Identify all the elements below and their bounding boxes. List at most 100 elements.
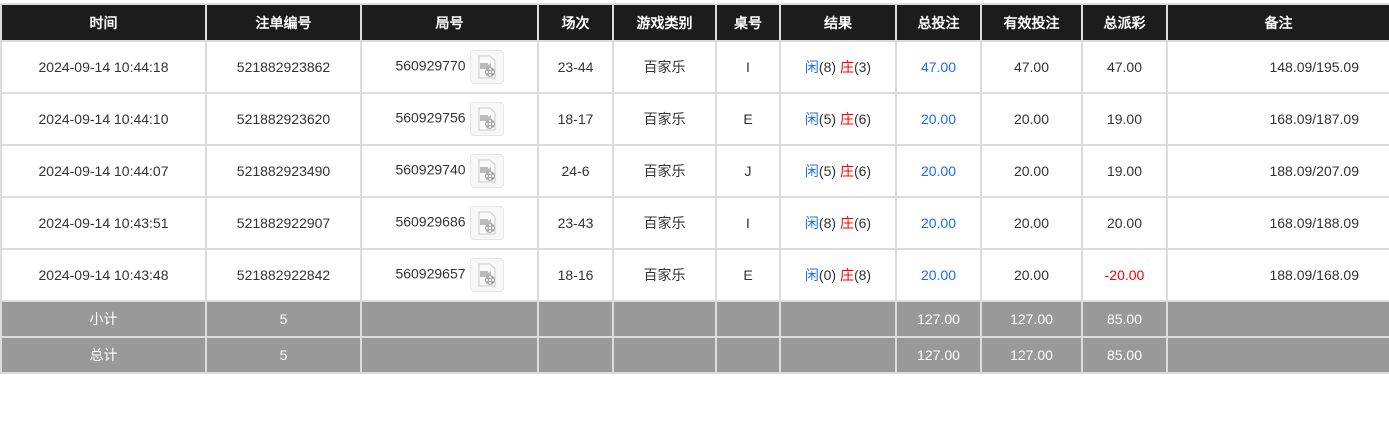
total-bet-cell: 20.00 xyxy=(895,248,982,302)
banker-score: (6) xyxy=(853,215,872,231)
time-cell: 2024-09-14 10:44:18 xyxy=(0,40,207,94)
round-number: 560929756 xyxy=(395,109,466,126)
grandtotal-row: 总计 5 127.00 127.00 85.00 xyxy=(0,336,1389,374)
header-round: 局号 xyxy=(360,3,539,42)
empty-cell xyxy=(360,336,539,374)
subtotal-payout: 85.00 xyxy=(1081,300,1168,338)
bet-id-cell: 521882922907 xyxy=(205,196,362,250)
banker-label: 庄 xyxy=(839,215,854,231)
player-label: 闲 xyxy=(804,59,819,75)
video-replay-icon[interactable] xyxy=(469,50,504,84)
note-cell: 168.09/188.09 xyxy=(1166,196,1389,250)
shoe-cell: 18-16 xyxy=(537,248,614,302)
round-number: 560929740 xyxy=(395,161,466,178)
bet-id-cell: 521882922842 xyxy=(205,248,362,302)
subtotal-valid-bet: 127.00 xyxy=(980,300,1083,338)
table-row: 2024-09-14 10:43:51 521882922907 5609296… xyxy=(0,196,1389,250)
empty-cell xyxy=(1166,300,1389,338)
bet-records-table: 时间 注单编号 局号 场次 游戏类别 桌号 结果 总投注 有效投注 总派彩 备注 2024-09-1… xyxy=(0,3,1389,374)
round-cell: 560929770 xyxy=(360,40,539,94)
empty-cell xyxy=(779,336,897,374)
note-cell: 148.09/195.09 xyxy=(1166,40,1389,94)
round-cell: 560929686 xyxy=(360,196,539,250)
time-cell: 2024-09-14 10:43:51 xyxy=(0,196,207,250)
header-total-bet: 总投注 xyxy=(895,3,982,42)
table-header: 时间 注单编号 局号 场次 游戏类别 桌号 结果 总投注 有效投注 总派彩 备注 xyxy=(0,3,1389,42)
shoe-cell: 24-6 xyxy=(537,144,614,198)
time-cell: 2024-09-14 10:43:48 xyxy=(0,248,207,302)
player-score: (8) xyxy=(818,215,837,231)
valid-bet-cell: 20.00 xyxy=(980,144,1083,198)
total-bet-cell: 20.00 xyxy=(895,92,982,146)
round-cell: 560929740 xyxy=(360,144,539,198)
game-type-cell: 百家乐 xyxy=(612,40,717,94)
table-no-cell: E xyxy=(715,248,781,302)
banker-score: (6) xyxy=(853,111,872,127)
header-game-type: 游戏类别 xyxy=(612,3,717,42)
player-label: 闲 xyxy=(804,163,819,179)
valid-bet-cell: 20.00 xyxy=(980,92,1083,146)
player-label: 闲 xyxy=(804,215,819,231)
table-no-cell: I xyxy=(715,40,781,94)
grandtotal-valid-bet: 127.00 xyxy=(980,336,1083,374)
shoe-cell: 23-44 xyxy=(537,40,614,94)
round-cell: 560929657 xyxy=(360,248,539,302)
round-cell: 560929756 xyxy=(360,92,539,146)
bet-id-cell: 521882923862 xyxy=(205,40,362,94)
player-label: 闲 xyxy=(804,267,819,283)
round-number: 560929770 xyxy=(395,57,466,74)
banker-label: 庄 xyxy=(839,163,854,179)
game-type-cell: 百家乐 xyxy=(612,248,717,302)
payout-cell: 47.00 xyxy=(1081,40,1168,94)
note-cell: 168.09/187.09 xyxy=(1166,92,1389,146)
bet-id-cell: 521882923490 xyxy=(205,144,362,198)
video-replay-icon[interactable] xyxy=(469,154,504,188)
empty-cell xyxy=(715,336,781,374)
game-type-cell: 百家乐 xyxy=(612,196,717,250)
video-replay-icon[interactable] xyxy=(469,206,504,240)
banker-label: 庄 xyxy=(839,111,854,127)
time-cell: 2024-09-14 10:44:07 xyxy=(0,144,207,198)
player-score: (5) xyxy=(818,111,837,127)
subtotal-label: 小计 xyxy=(0,300,207,338)
header-payout: 总派彩 xyxy=(1081,3,1168,42)
grandtotal-payout: 85.00 xyxy=(1081,336,1168,374)
video-replay-icon[interactable] xyxy=(469,102,504,136)
table-row: 2024-09-14 10:44:10 521882923620 5609297… xyxy=(0,92,1389,146)
payout-cell: -20.00 xyxy=(1081,248,1168,302)
header-valid-bet: 有效投注 xyxy=(980,3,1083,42)
empty-cell xyxy=(612,336,717,374)
total-bet-cell: 20.00 xyxy=(895,144,982,198)
banker-score: (3) xyxy=(853,59,872,75)
valid-bet-cell: 20.00 xyxy=(980,248,1083,302)
player-score: (8) xyxy=(818,59,837,75)
banker-score: (8) xyxy=(853,267,872,283)
result-cell: 闲(8) 庄(3) xyxy=(779,40,897,94)
video-replay-icon[interactable] xyxy=(469,258,504,292)
banker-label: 庄 xyxy=(839,267,854,283)
note-cell: 188.09/168.09 xyxy=(1166,248,1389,302)
player-score: (5) xyxy=(818,163,837,179)
empty-cell xyxy=(715,300,781,338)
empty-cell xyxy=(1166,336,1389,374)
game-type-cell: 百家乐 xyxy=(612,144,717,198)
table-row: 2024-09-14 10:44:18 521882923862 5609297… xyxy=(0,40,1389,94)
payout-cell: 19.00 xyxy=(1081,92,1168,146)
subtotal-count: 5 xyxy=(205,300,362,338)
bet-id-cell: 521882923620 xyxy=(205,92,362,146)
result-cell: 闲(5) 庄(6) xyxy=(779,144,897,198)
player-label: 闲 xyxy=(804,111,819,127)
header-note: 备注 xyxy=(1166,3,1389,42)
time-cell: 2024-09-14 10:44:10 xyxy=(0,92,207,146)
grandtotal-count: 5 xyxy=(205,336,362,374)
total-bet-cell: 20.00 xyxy=(895,196,982,250)
player-score: (0) xyxy=(818,267,837,283)
shoe-cell: 23-43 xyxy=(537,196,614,250)
header-result: 结果 xyxy=(779,3,897,42)
empty-cell xyxy=(779,300,897,338)
banker-score: (6) xyxy=(853,163,872,179)
table-row: 2024-09-14 10:43:48 521882922842 5609296… xyxy=(0,248,1389,302)
result-cell: 闲(5) 庄(6) xyxy=(779,92,897,146)
grandtotal-total-bet: 127.00 xyxy=(895,336,982,374)
total-bet-cell: 47.00 xyxy=(895,40,982,94)
